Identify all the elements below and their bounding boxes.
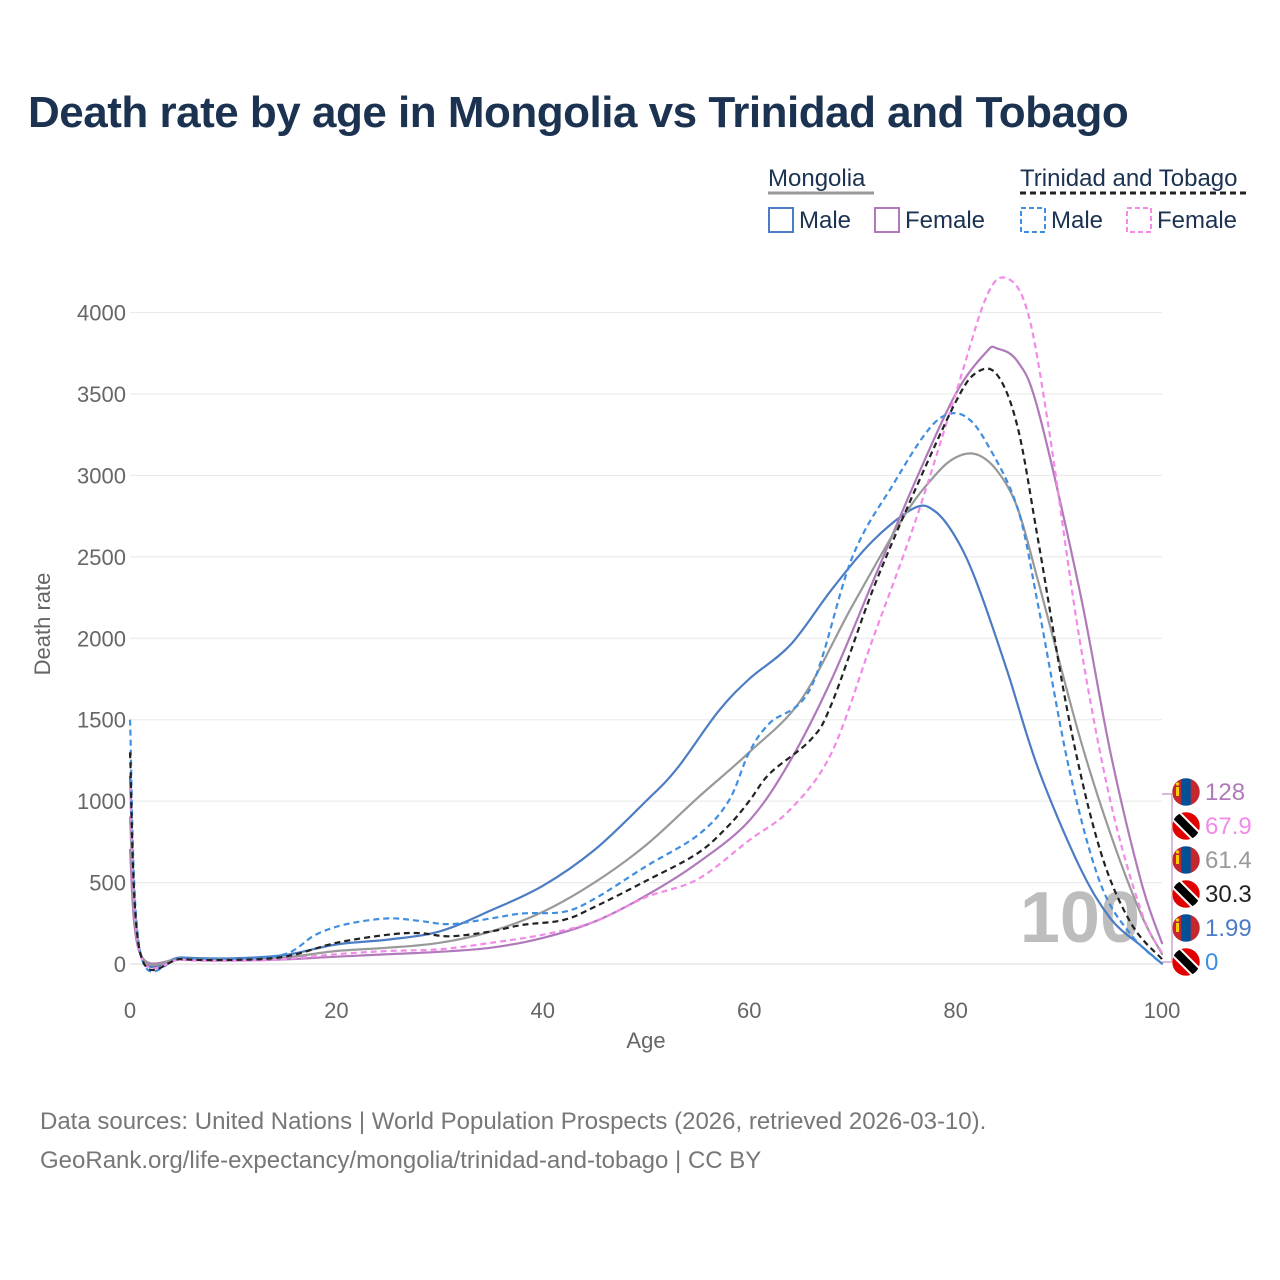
y-axis-label: Death rate xyxy=(30,573,55,676)
footer-sources: Data sources: United Nations | World Pop… xyxy=(40,1108,987,1135)
y-tick-label: 2000 xyxy=(77,626,126,651)
mongolia-flag-icon xyxy=(1171,777,1201,807)
series-line-mongolia-total[interactable] xyxy=(128,452,1164,967)
trinidad-and-tobago-flag-icon xyxy=(1171,879,1201,909)
y-tick-label: 3000 xyxy=(77,463,126,488)
x-axis: 0 20 40 60 80 100 Age xyxy=(124,998,1180,1053)
end-value-label: 67.9 xyxy=(1205,813,1252,840)
watermark-layer: 100 xyxy=(1020,878,1140,958)
legend-group-title: Trinidad and Tobago xyxy=(1020,165,1238,192)
y-tick-label: 500 xyxy=(89,871,126,896)
x-tick-label: 0 xyxy=(124,998,136,1023)
mongolia-flag-icon xyxy=(1171,913,1201,943)
y-tick-label: 2500 xyxy=(77,545,126,570)
y-tick-label: 4000 xyxy=(77,301,126,326)
x-axis-label: Age xyxy=(626,1028,665,1053)
trinidad-and-tobago-flag-icon xyxy=(1171,947,1201,977)
trinidad-and-tobago-flag-icon xyxy=(1171,811,1201,841)
y-tick-label: 0 xyxy=(114,952,126,977)
y-axis: 0 500 1000 1500 2000 2500 3000 3500 4000 Death ra… xyxy=(30,301,126,977)
y-tick-label: 1500 xyxy=(77,708,126,733)
legend-entry-label[interactable]: Male xyxy=(799,207,851,234)
year-watermark: 100 xyxy=(1020,878,1140,958)
x-tick-label: 20 xyxy=(324,998,348,1023)
series-line-trinidad-and-tobago-male[interactable] xyxy=(128,412,1163,973)
legend-swatch-male[interactable] xyxy=(1020,207,1046,233)
series-line-mongolia-female[interactable] xyxy=(128,345,1164,965)
end-value-label: 1.99 xyxy=(1205,915,1252,942)
x-tick-label: 40 xyxy=(531,998,555,1023)
legend[interactable]: Mongolia Male Female Trinidad and Tobago Mal… xyxy=(768,165,1248,234)
mongolia-flag-icon xyxy=(1171,845,1201,875)
end-label-bracket xyxy=(1162,793,1173,963)
series-line-trinidad-and-tobago-total[interactable] xyxy=(128,367,1163,972)
series-line-trinidad-and-tobago-female[interactable] xyxy=(128,276,1163,970)
x-tick-label: 100 xyxy=(1144,998,1181,1023)
series-layer xyxy=(128,276,1164,973)
x-tick-label: 80 xyxy=(943,998,967,1023)
legend-group-mongolia[interactable]: Mongolia Male Female xyxy=(768,165,985,234)
legend-entry-label[interactable]: Male xyxy=(1051,207,1103,234)
grid-lines xyxy=(130,312,1162,965)
x-tick-label: 60 xyxy=(737,998,761,1023)
end-value-label: 128 xyxy=(1205,779,1245,806)
y-tick-label: 1000 xyxy=(77,789,126,814)
legend-group-title: Mongolia xyxy=(768,165,866,192)
chart-title: Death rate by age in Mongolia vs Trinida… xyxy=(28,88,1129,137)
legend-swatch-male[interactable] xyxy=(768,207,794,233)
legend-group-trinidad-and-tobago[interactable]: Trinidad and Tobago Male Female xyxy=(1020,165,1248,234)
footer-link[interactable]: GeoRank.org/life-expectancy/mongolia/tri… xyxy=(40,1147,762,1174)
legend-swatch-female[interactable] xyxy=(1126,207,1152,233)
legend-swatch-female[interactable] xyxy=(874,207,900,233)
end-labels: 128 67.9 61.4 30.3 1.99 0 xyxy=(1162,777,1252,977)
legend-entry-label[interactable]: Female xyxy=(1157,207,1237,234)
legend-entry-label[interactable]: Female xyxy=(905,207,985,234)
end-value-label: 30.3 xyxy=(1205,881,1252,908)
y-tick-label: 3500 xyxy=(77,382,126,407)
end-value-label: 0 xyxy=(1205,949,1218,976)
end-value-label: 61.4 xyxy=(1205,847,1252,874)
